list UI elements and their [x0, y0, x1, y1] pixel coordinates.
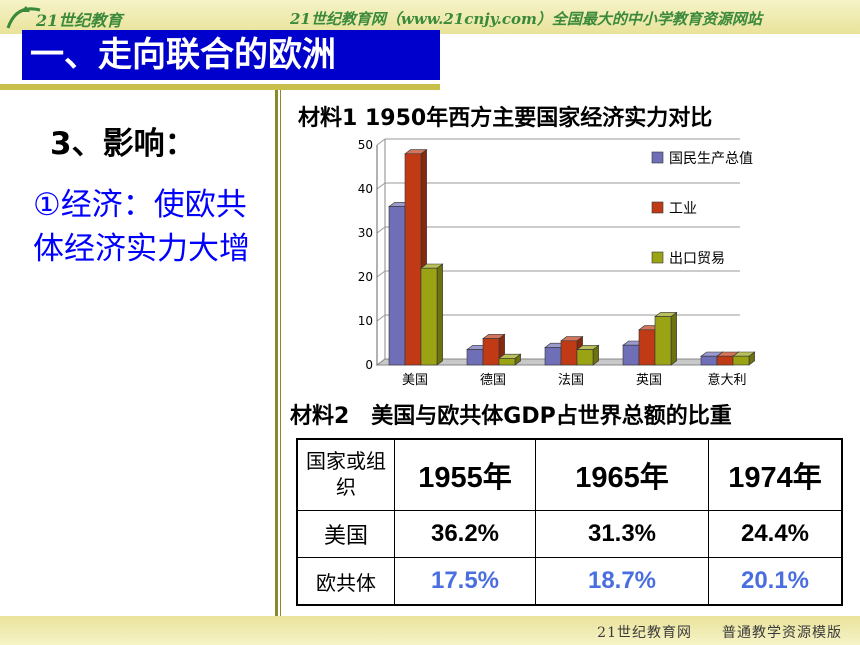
- top-banner: 21世纪教育 21世纪教育网（www.21cnjy.com）全国最大的中小学教育…: [0, 0, 860, 34]
- material2-title: 材料2 美国与欧共体GDP占世界总额的比重: [290, 404, 732, 429]
- bar-front: [732, 355, 750, 366]
- x-tick-label: 意大利: [707, 372, 746, 388]
- divider-line: [275, 90, 278, 645]
- table-header-cell: 国家或组织: [296, 438, 395, 511]
- table-cell: 36.2%: [394, 510, 536, 558]
- table-header-cell: 1965年: [535, 438, 709, 511]
- table-cell: 17.5%: [394, 557, 536, 606]
- bar: [654, 311, 678, 366]
- bar-front: [622, 344, 640, 366]
- x-tick-label: 德国: [480, 373, 506, 388]
- material1-title: 材料1 1950年西方主要国家经济实力对比: [298, 106, 713, 131]
- row-label: 欧共体: [296, 557, 395, 606]
- gridline-side: [376, 182, 386, 190]
- bar-front: [388, 206, 406, 366]
- gdp-share-table: 国家或组织 1955年 1965年 1974年 美国 36.2% 31.3% 2…: [296, 438, 843, 606]
- gridline-side: [376, 138, 386, 146]
- logo-text: 21世纪教育: [35, 11, 125, 30]
- economy-text: ①经济：使欧共体经济实力大增: [33, 187, 250, 267]
- table-header-cell: 1974年: [708, 438, 843, 511]
- title-underline: [0, 84, 440, 90]
- table-cell: 20.1%: [708, 557, 843, 606]
- bar-side: [670, 311, 677, 366]
- row-label: 美国: [296, 510, 395, 558]
- bar-front: [482, 338, 500, 366]
- gridline-side: [376, 314, 386, 322]
- y-tick-label: 20: [358, 270, 373, 284]
- bar-front: [498, 358, 516, 366]
- bottom-banner: 21世纪教育网 普通教学资源模版: [0, 616, 860, 645]
- bar-side: [436, 263, 443, 366]
- gridline-side: [376, 226, 386, 234]
- bar: [498, 353, 522, 366]
- bar: [420, 263, 444, 366]
- site-logo: 21世纪教育: [6, 6, 125, 30]
- bar-front: [700, 355, 718, 366]
- bar-front: [544, 347, 562, 366]
- legend-swatch: [651, 151, 664, 164]
- table-row: 美国 36.2% 31.3% 24.4%: [296, 510, 843, 558]
- legend-swatch: [651, 251, 664, 264]
- site-slogan: 21世纪教育网（www.21cnjy.com）全国最大的中小学教育资源网站: [290, 10, 762, 28]
- slide-title: 一、走向联合的欧洲: [22, 30, 440, 80]
- bar-front: [638, 329, 656, 366]
- chart-axis: 0 10 20 30 40 50 美国 德国 法国 英国 意大利: [358, 138, 747, 388]
- footer-text: 21世纪教育网 普通教学资源模版: [597, 625, 842, 641]
- bar-front: [420, 267, 438, 366]
- gridline-side: [376, 270, 386, 278]
- chart-bars: [388, 149, 756, 366]
- legend-label: 工业: [669, 201, 697, 217]
- y-tick-label: 40: [358, 182, 373, 196]
- bar-front: [466, 349, 484, 366]
- bar-front: [654, 316, 672, 366]
- y-tick-label: 30: [358, 226, 373, 240]
- legend-label: 出口贸易: [669, 251, 725, 267]
- table-cell: 18.7%: [535, 557, 709, 606]
- y-tick-label: 10: [358, 314, 373, 328]
- table-header-row: 国家或组织 1955年 1965年 1974年: [296, 438, 843, 511]
- y-tick-label: 50: [358, 138, 373, 152]
- chart-grid: [376, 138, 740, 366]
- legend-swatch: [651, 201, 664, 214]
- section-heading: 3、影响：: [50, 126, 196, 162]
- x-tick-label: 英国: [636, 373, 662, 388]
- bar-front: [560, 340, 578, 366]
- legend-label: 国民生产总值: [669, 151, 753, 167]
- bar-front: [576, 349, 594, 366]
- table-cell: 24.4%: [708, 510, 843, 558]
- bar: [732, 351, 756, 366]
- bar-front: [404, 153, 422, 366]
- x-tick-label: 法国: [558, 373, 584, 388]
- table-header-cell: 1955年: [394, 438, 536, 511]
- bar-front: [716, 355, 734, 366]
- bar: [576, 344, 600, 366]
- table-cell: 31.3%: [535, 510, 709, 558]
- y-tick-label: 0: [365, 358, 373, 372]
- table-row: 欧共体 17.5% 18.7% 20.1%: [296, 557, 843, 606]
- x-tick-label: 美国: [402, 373, 428, 388]
- divider-line-thin: [280, 90, 281, 645]
